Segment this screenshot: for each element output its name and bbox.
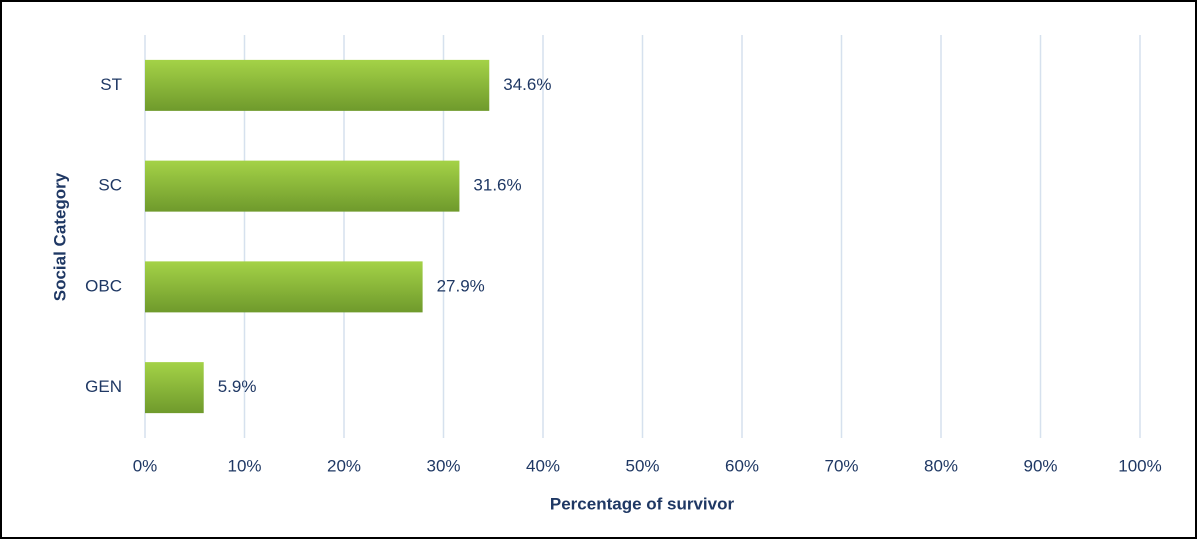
- x-tick-label: 30%: [426, 456, 460, 475]
- bar: [145, 261, 423, 313]
- x-tick-label: 10%: [227, 456, 261, 475]
- data-label: 5.9%: [218, 377, 257, 396]
- y-tick-label: GEN: [85, 377, 122, 396]
- x-tick-label: 60%: [725, 456, 759, 475]
- x-tick-label: 70%: [824, 456, 858, 475]
- y-tick-label: OBC: [85, 276, 122, 295]
- x-tick-label: 40%: [526, 456, 560, 475]
- x-tick-label: 50%: [625, 456, 659, 475]
- x-tick-label: 80%: [924, 456, 958, 475]
- x-axis-title: Percentage of survivor: [550, 494, 735, 513]
- x-tick-label: 100%: [1118, 456, 1161, 475]
- y-tick-label: SC: [98, 176, 122, 195]
- bar: [145, 160, 460, 212]
- y-axis-title: Social Category: [50, 172, 69, 301]
- data-label: 34.6%: [503, 75, 551, 94]
- x-tick-label: 20%: [327, 456, 361, 475]
- data-label: 31.6%: [473, 176, 521, 195]
- x-tick-label: 0%: [133, 456, 158, 475]
- y-tick-label: ST: [100, 75, 122, 94]
- x-tick-label: 90%: [1023, 456, 1057, 475]
- data-label: 27.9%: [437, 276, 485, 295]
- bar: [145, 59, 490, 111]
- bar: [145, 362, 204, 414]
